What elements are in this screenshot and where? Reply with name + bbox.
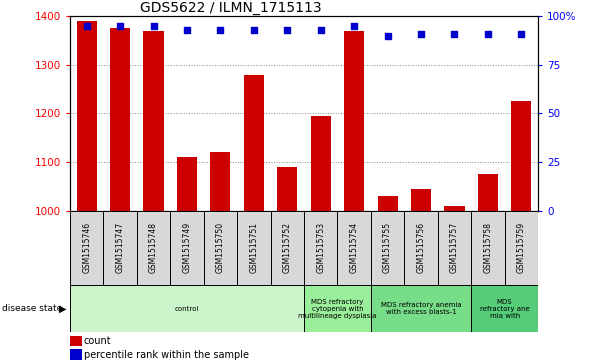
Bar (70, 211, 103, 285)
Bar (505, 211, 538, 285)
Text: GSM1515751: GSM1515751 (249, 222, 258, 273)
Bar (204, 211, 237, 285)
Text: disease state: disease state (2, 304, 62, 313)
Bar (244, 75, 264, 211)
Point (81, 23, 91, 29)
Point (148, 23, 158, 29)
Text: GSM1515746: GSM1515746 (82, 222, 91, 273)
Bar (70, 285, 304, 332)
Bar (511, 101, 531, 211)
Text: MDS refractory anemia
with excess blasts-1: MDS refractory anemia with excess blasts… (381, 302, 461, 315)
Bar (304, 285, 371, 332)
Text: GSM1515753: GSM1515753 (316, 222, 325, 273)
Point (517, 31, 527, 37)
Text: GSM1515754: GSM1515754 (350, 222, 359, 273)
Text: control: control (174, 306, 199, 311)
Bar (344, 31, 364, 211)
Point (383, 33, 393, 39)
Bar (471, 211, 505, 285)
Point (215, 27, 225, 33)
Bar (478, 174, 498, 211)
Text: percentile rank within the sample: percentile rank within the sample (84, 350, 249, 360)
Text: GSM1515759: GSM1515759 (517, 222, 526, 273)
Bar (304, 211, 337, 285)
Bar (137, 211, 170, 285)
Text: ▶: ▶ (59, 303, 66, 314)
Bar (444, 206, 465, 211)
Bar (277, 167, 297, 211)
Bar (170, 211, 204, 285)
Bar (271, 211, 304, 285)
Text: GSM1515752: GSM1515752 (283, 222, 292, 273)
Bar (70, 336, 81, 346)
Bar (103, 211, 137, 285)
Point (316, 27, 326, 33)
Text: GSM1515748: GSM1515748 (149, 222, 158, 273)
Bar (404, 211, 438, 285)
Bar (210, 152, 230, 211)
Text: count: count (84, 336, 111, 346)
Point (349, 23, 359, 29)
Point (483, 31, 493, 37)
Text: GSM1515749: GSM1515749 (182, 222, 192, 273)
Text: GSM1515747: GSM1515747 (116, 222, 125, 273)
Point (416, 31, 426, 37)
Bar (311, 116, 331, 211)
Bar (438, 211, 471, 285)
Bar (177, 157, 197, 211)
Text: GSM1515758: GSM1515758 (483, 222, 492, 273)
Text: MDS refractory
cytopenia with
multilineage dysplasia: MDS refractory cytopenia with multilinea… (298, 298, 377, 319)
Bar (70, 350, 81, 360)
Text: GSM1515756: GSM1515756 (416, 222, 426, 273)
Bar (411, 189, 431, 211)
Text: GSM1515750: GSM1515750 (216, 222, 225, 273)
Bar (371, 211, 404, 285)
Point (115, 23, 125, 29)
Bar (471, 285, 538, 332)
Text: GSM1515755: GSM1515755 (383, 222, 392, 273)
Bar (143, 31, 164, 211)
Point (182, 27, 192, 33)
Point (449, 31, 460, 37)
Bar (337, 211, 371, 285)
Text: GDS5622 / ILMN_1715113: GDS5622 / ILMN_1715113 (140, 1, 322, 15)
Bar (378, 196, 398, 211)
Bar (110, 28, 130, 211)
Text: MDS
refractory ane
mia with: MDS refractory ane mia with (480, 298, 530, 319)
Bar (371, 285, 471, 332)
Point (282, 27, 292, 33)
Text: GSM1515757: GSM1515757 (450, 222, 459, 273)
Point (249, 27, 259, 33)
Bar (237, 211, 271, 285)
Bar (77, 21, 97, 211)
